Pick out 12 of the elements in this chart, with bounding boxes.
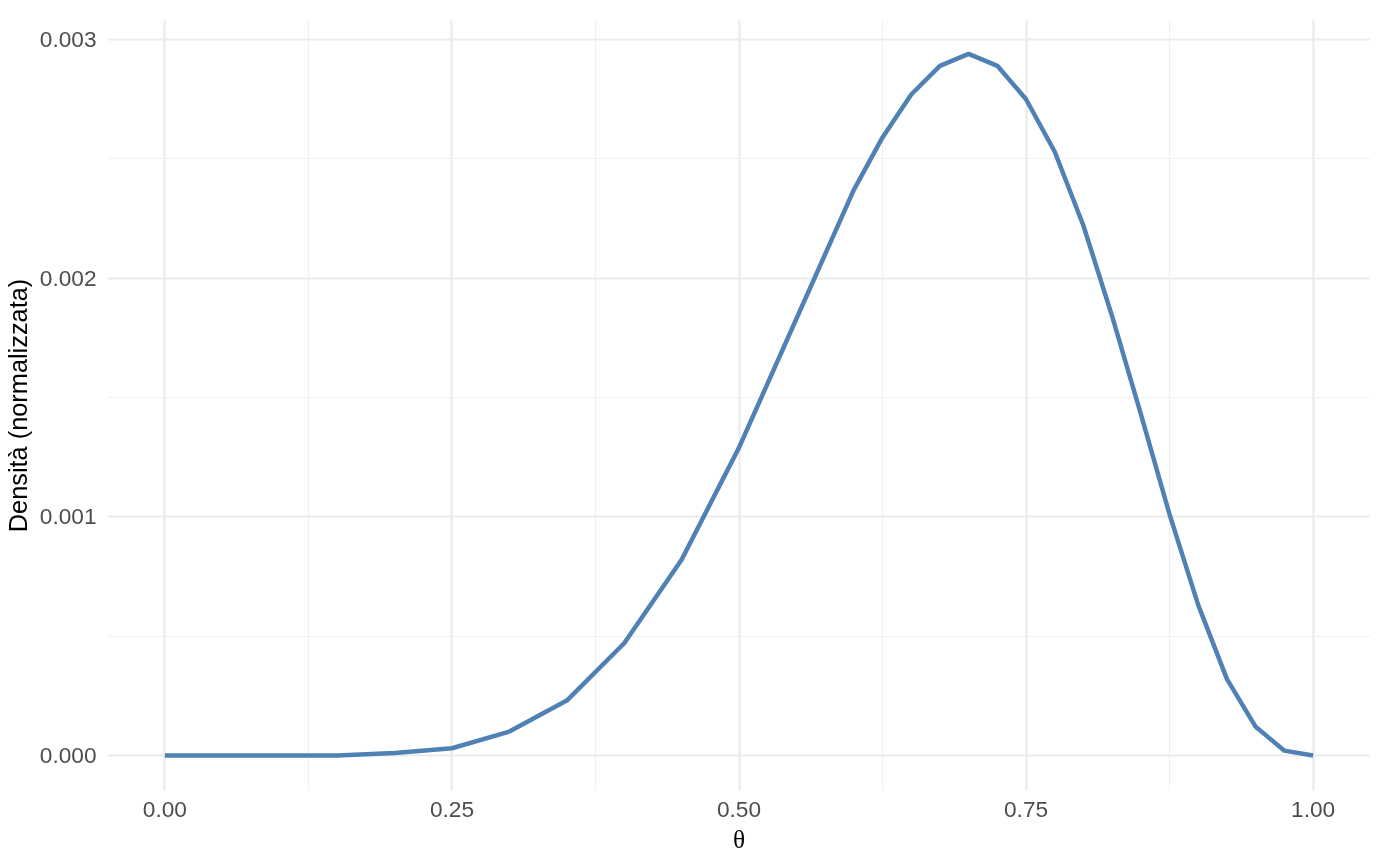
x-tick-label: 0.25 <box>429 795 475 822</box>
y-tick-label: 0.003 <box>39 26 97 53</box>
y-axis-title: Densità (normalizzata) <box>3 278 32 533</box>
y-tick-label: 0.001 <box>39 503 97 530</box>
x-tick-label: 0.75 <box>1004 795 1049 822</box>
x-tick-label: 0.50 <box>716 795 762 822</box>
y-tick-label: 0.000 <box>39 741 97 768</box>
line-series <box>162 51 1316 758</box>
y-tick-label: 0.002 <box>39 264 97 291</box>
x-tick-label: 1.00 <box>1291 795 1336 822</box>
x-axis-title: θ <box>732 824 746 853</box>
x-tick-label: 0.00 <box>142 795 187 822</box>
